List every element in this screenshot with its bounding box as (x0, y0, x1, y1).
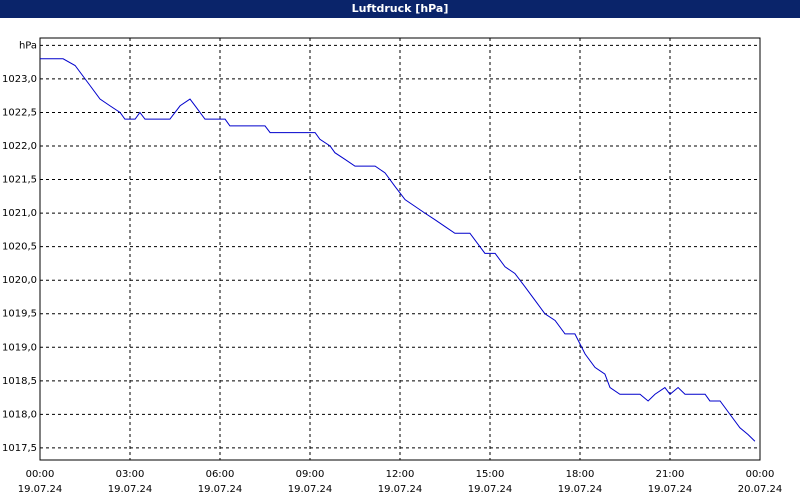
x-tick-date: 19.07.24 (648, 484, 693, 495)
y-tick-label: 1019,0 (2, 342, 37, 353)
chart-title: Luftdruck [hPa] (352, 2, 449, 15)
title-bar (0, 0, 800, 18)
x-tick-date: 19.07.24 (18, 484, 63, 495)
y-tick-label: hPa (19, 40, 37, 51)
y-tick-label: 1022,0 (2, 141, 37, 152)
x-tick-date: 19.07.24 (468, 484, 513, 495)
x-tick-label: 12:00 (386, 469, 415, 480)
x-tick-label: 03:00 (116, 469, 145, 480)
y-tick-label: 1023,0 (2, 74, 37, 85)
x-tick-date: 19.07.24 (558, 484, 603, 495)
x-tick-date: 19.07.24 (288, 484, 333, 495)
y-tick-label: 1018,5 (2, 376, 37, 387)
y-tick-label: 1019,5 (2, 309, 37, 320)
x-tick-label: 00:00 (746, 469, 775, 480)
x-tick-label: 09:00 (296, 469, 325, 480)
x-tick-date: 19.07.24 (198, 484, 243, 495)
x-tick-date: 19.07.24 (378, 484, 423, 495)
x-tick-label: 00:00 (26, 469, 55, 480)
y-tick-label: 1018,0 (2, 409, 37, 420)
x-tick-label: 06:00 (206, 469, 235, 480)
y-tick-label: 1020,0 (2, 275, 37, 286)
y-tick-label: 1021,5 (2, 175, 37, 186)
x-tick-label: 21:00 (656, 469, 685, 480)
x-tick-date: 19.07.24 (108, 484, 153, 495)
y-tick-label: 1020,5 (2, 242, 37, 253)
y-tick-label: 1021,0 (2, 208, 37, 219)
x-tick-label: 18:00 (566, 469, 595, 480)
x-tick-date: 20.07.24 (738, 484, 783, 495)
x-tick-label: 15:00 (476, 469, 505, 480)
y-tick-label: 1022,5 (2, 107, 37, 118)
y-tick-label: 1017,5 (2, 443, 37, 454)
line-series (40, 58, 756, 442)
